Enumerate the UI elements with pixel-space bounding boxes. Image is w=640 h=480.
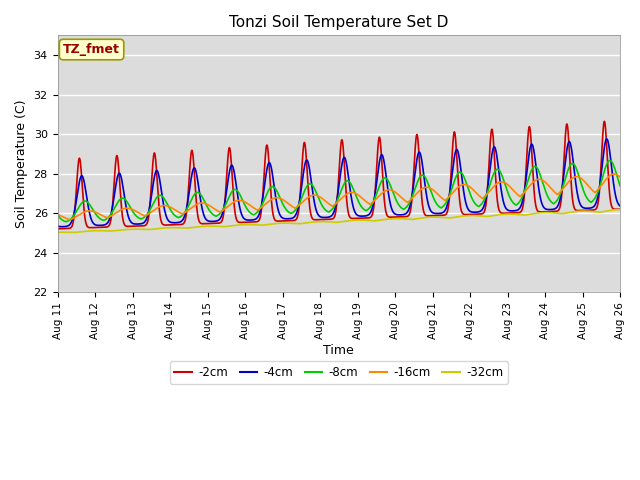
-16cm bbox=[179, 211, 186, 216]
-16cm bbox=[616, 174, 624, 180]
-2cm bbox=[275, 218, 282, 224]
-4cm bbox=[426, 205, 433, 211]
-2cm bbox=[54, 226, 61, 232]
-16cm bbox=[611, 171, 618, 177]
-2cm bbox=[425, 213, 433, 219]
-4cm bbox=[566, 141, 574, 146]
Y-axis label: Soil Temperature (C): Soil Temperature (C) bbox=[15, 99, 28, 228]
-32cm bbox=[71, 229, 79, 235]
-4cm bbox=[616, 203, 624, 209]
-16cm bbox=[275, 195, 282, 201]
-32cm bbox=[54, 229, 61, 235]
-2cm bbox=[288, 218, 296, 224]
Line: -8cm: -8cm bbox=[58, 160, 620, 222]
-8cm bbox=[426, 184, 433, 190]
-8cm bbox=[62, 219, 70, 225]
-32cm bbox=[426, 215, 433, 220]
Text: TZ_fmet: TZ_fmet bbox=[63, 43, 120, 56]
Line: -2cm: -2cm bbox=[58, 121, 620, 229]
X-axis label: Time: Time bbox=[323, 344, 354, 357]
-4cm bbox=[275, 208, 282, 214]
-32cm bbox=[518, 212, 526, 218]
-8cm bbox=[179, 213, 186, 218]
-2cm bbox=[616, 206, 624, 212]
-32cm bbox=[179, 225, 186, 231]
-4cm bbox=[58, 224, 66, 229]
-2cm bbox=[566, 161, 574, 167]
Line: -4cm: -4cm bbox=[58, 139, 620, 227]
-8cm bbox=[518, 195, 526, 201]
-16cm bbox=[289, 204, 296, 209]
-16cm bbox=[54, 212, 61, 217]
-8cm bbox=[566, 162, 574, 168]
-16cm bbox=[66, 217, 74, 223]
-8cm bbox=[616, 183, 624, 189]
Title: Tonzi Soil Temperature Set D: Tonzi Soil Temperature Set D bbox=[229, 15, 449, 30]
-4cm bbox=[179, 218, 186, 224]
-32cm bbox=[566, 209, 574, 215]
-16cm bbox=[566, 177, 574, 183]
-8cm bbox=[54, 212, 61, 218]
-4cm bbox=[289, 215, 296, 221]
-4cm bbox=[603, 136, 611, 142]
Legend: -2cm, -4cm, -8cm, -16cm, -32cm: -2cm, -4cm, -8cm, -16cm, -32cm bbox=[170, 361, 508, 384]
-4cm bbox=[54, 223, 61, 229]
Line: -16cm: -16cm bbox=[58, 174, 620, 220]
-2cm bbox=[600, 119, 608, 124]
-4cm bbox=[518, 200, 526, 206]
-32cm bbox=[275, 220, 282, 226]
-2cm bbox=[518, 208, 525, 214]
-16cm bbox=[426, 185, 433, 191]
-8cm bbox=[606, 157, 614, 163]
-8cm bbox=[289, 210, 296, 216]
-16cm bbox=[518, 192, 526, 198]
-2cm bbox=[178, 221, 186, 227]
-32cm bbox=[616, 207, 624, 213]
Line: -32cm: -32cm bbox=[58, 210, 620, 232]
-32cm bbox=[289, 220, 296, 226]
-8cm bbox=[275, 192, 282, 197]
